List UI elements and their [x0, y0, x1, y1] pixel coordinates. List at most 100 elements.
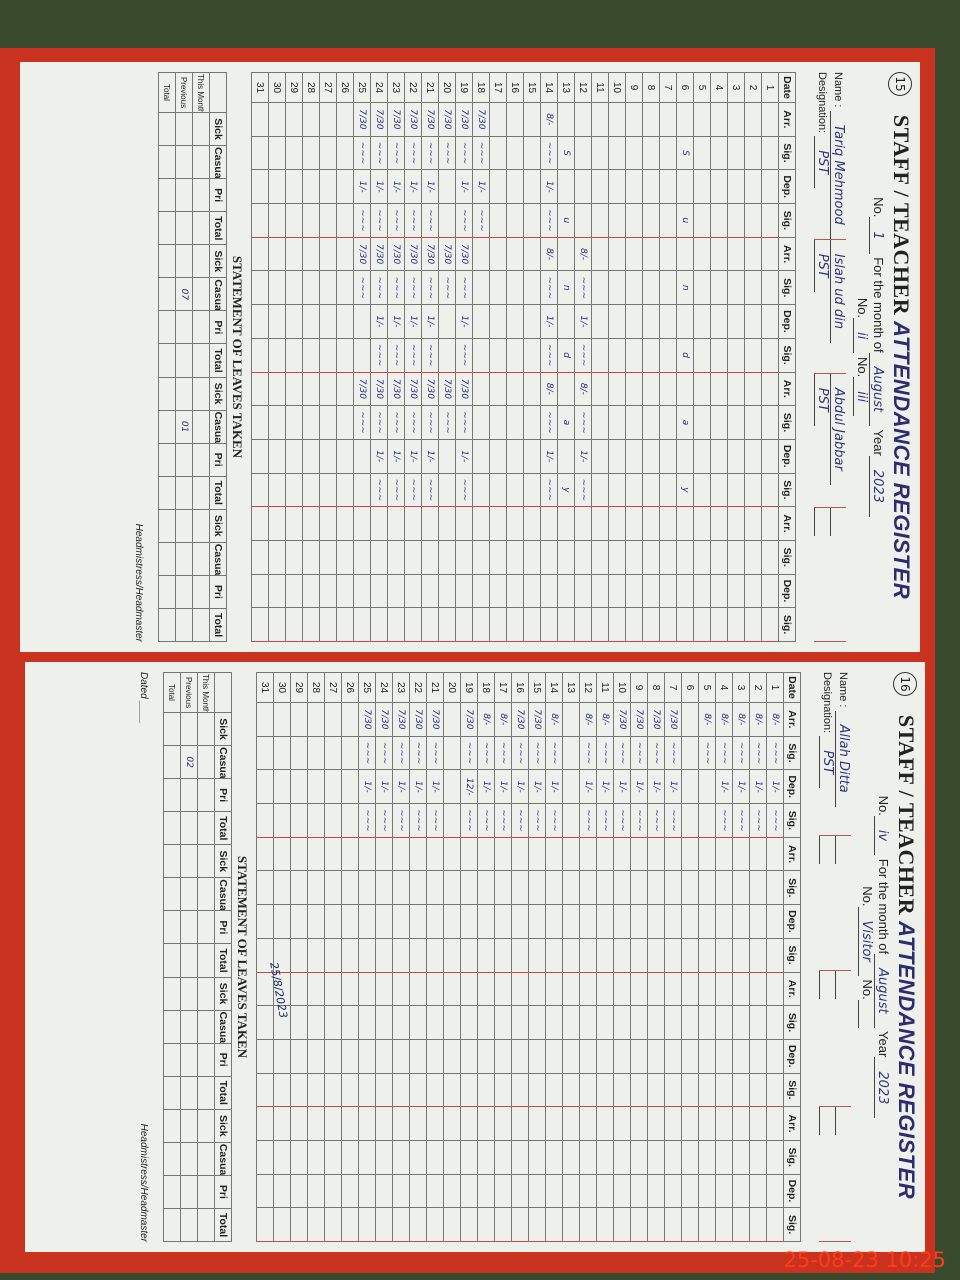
signature-cell — [319, 540, 337, 575]
table-row: 26 — [336, 72, 354, 642]
signature-cell: ~~~ — [511, 736, 529, 770]
signature-cell — [438, 338, 456, 372]
col-dep: Dep. — [783, 904, 801, 939]
arrival-cell — [591, 102, 609, 137]
table-row: 17 — [489, 72, 507, 642]
signature-cell — [732, 1207, 750, 1242]
col-sick: Sick — [209, 509, 227, 543]
signature-cell — [370, 607, 388, 642]
departure-cell — [630, 1039, 648, 1074]
signature-cell — [307, 1005, 325, 1040]
departure-cell — [353, 304, 371, 339]
signature-cell — [494, 938, 512, 972]
signature-cell: ~~~ — [749, 736, 767, 770]
arrival-cell — [693, 372, 711, 406]
signature-cell — [268, 473, 286, 507]
signature-cell — [341, 1005, 359, 1040]
sunday-letter: n — [676, 270, 694, 305]
table-row: 15 — [523, 72, 541, 642]
signature-cell — [324, 870, 342, 905]
signature-cell — [710, 607, 728, 642]
signature-cell — [358, 1005, 376, 1040]
signature-cell — [409, 938, 427, 972]
arrival-cell — [256, 837, 274, 871]
signature-cell — [557, 540, 575, 575]
signature-cell — [358, 1073, 376, 1107]
arrival-cell — [285, 506, 303, 541]
leaves-cell — [163, 778, 181, 812]
table-row: 25 7/30 ~~~ 1/- ~~~ — [358, 672, 376, 1242]
col-casual: Casual — [209, 410, 227, 444]
staff-designation: PST — [814, 136, 830, 189]
table-row: 24 7/30 ~~~ 1/- ~~~ — [375, 672, 393, 1242]
signature-cell — [562, 1073, 580, 1107]
leaves-cell — [192, 575, 210, 609]
col-pri: Pri — [214, 1043, 232, 1077]
signature-cell — [579, 1207, 597, 1242]
departure-cell — [358, 1174, 376, 1208]
arrival-cell — [409, 837, 427, 871]
table-row: 24 7/30 ~~~ 1/- ~~~ 7/30 ~~~ 1/- ~~~ 7/30 ~~~ 1/- ~~… — [370, 72, 388, 642]
departure-cell — [302, 439, 320, 474]
departure-cell — [574, 574, 592, 608]
col-date: Date — [783, 672, 801, 703]
signature-cell — [506, 338, 524, 372]
departure-cell — [489, 574, 507, 608]
arrival-cell — [307, 1106, 325, 1141]
signature-cell — [528, 1140, 546, 1175]
signature-cell — [307, 1207, 325, 1242]
signature-cell — [353, 607, 371, 642]
signature-cell — [715, 870, 733, 905]
signature-cell — [472, 405, 490, 440]
signature-cell — [727, 203, 745, 238]
departure-cell — [642, 574, 660, 608]
signature-cell — [268, 270, 286, 305]
signature-cell — [596, 870, 614, 905]
signature-cell — [659, 540, 677, 575]
no-label: No. — [855, 297, 870, 319]
arrival-cell — [472, 506, 490, 541]
signature-cell: ~~~ — [455, 473, 473, 507]
row-date: 19 — [460, 672, 478, 703]
departure-cell: 1/- — [715, 769, 733, 804]
departure-cell — [489, 169, 507, 204]
col-pri: Pri — [214, 910, 232, 944]
departure-cell — [591, 439, 609, 474]
arrival-cell — [409, 972, 427, 1006]
departure-cell — [392, 904, 410, 939]
arrival-cell — [528, 837, 546, 871]
leaves-cell — [192, 178, 210, 212]
signature-cell — [324, 938, 342, 972]
signature-cell — [285, 136, 303, 170]
table-row: 30 — [268, 72, 286, 642]
departure-cell — [426, 1039, 444, 1074]
leaves-table: Sick Casual Pri Total Sick Casual Pri Total Sick… — [163, 672, 232, 1242]
signature-cell — [341, 870, 359, 905]
signature-cell — [319, 338, 337, 372]
arrival-cell — [523, 372, 541, 406]
signature-cell — [443, 1140, 461, 1175]
signature-cell: ~~~ — [455, 338, 473, 372]
table-row: 7 7/30 ~~~ 1/- ~~~ — [664, 672, 682, 1242]
row-date: 1 — [766, 672, 784, 703]
signature-cell: ~~~ — [528, 736, 546, 770]
signature-cell — [766, 1073, 784, 1107]
col-sig: Sig. — [778, 607, 796, 642]
signature-cell — [591, 203, 609, 238]
departure-cell — [443, 904, 461, 939]
signature-cell: ~~~ — [426, 736, 444, 770]
departure-cell — [557, 304, 575, 339]
departure-cell — [664, 1039, 682, 1074]
leaves-cell — [163, 1076, 181, 1110]
table-row: 22 7/30 ~~~ 1/- ~~~ 7/30 ~~~ 1/- ~~~ 7/30 ~~~ 1/- ~~… — [404, 72, 422, 642]
arrival-cell — [341, 972, 359, 1006]
leaves-section: STATEMENT OF LEAVES TAKEN Sick Casual Pri T… — [163, 672, 250, 1242]
leaves-cell — [197, 1175, 215, 1209]
departure-cell: 1/- — [404, 304, 422, 339]
leaves-cell — [197, 877, 215, 911]
signature-cell: ~~~ — [579, 803, 597, 838]
leaves-cell — [197, 943, 215, 977]
departure-cell — [392, 1039, 410, 1074]
arrival-cell — [579, 972, 597, 1006]
signature-cell — [574, 540, 592, 575]
